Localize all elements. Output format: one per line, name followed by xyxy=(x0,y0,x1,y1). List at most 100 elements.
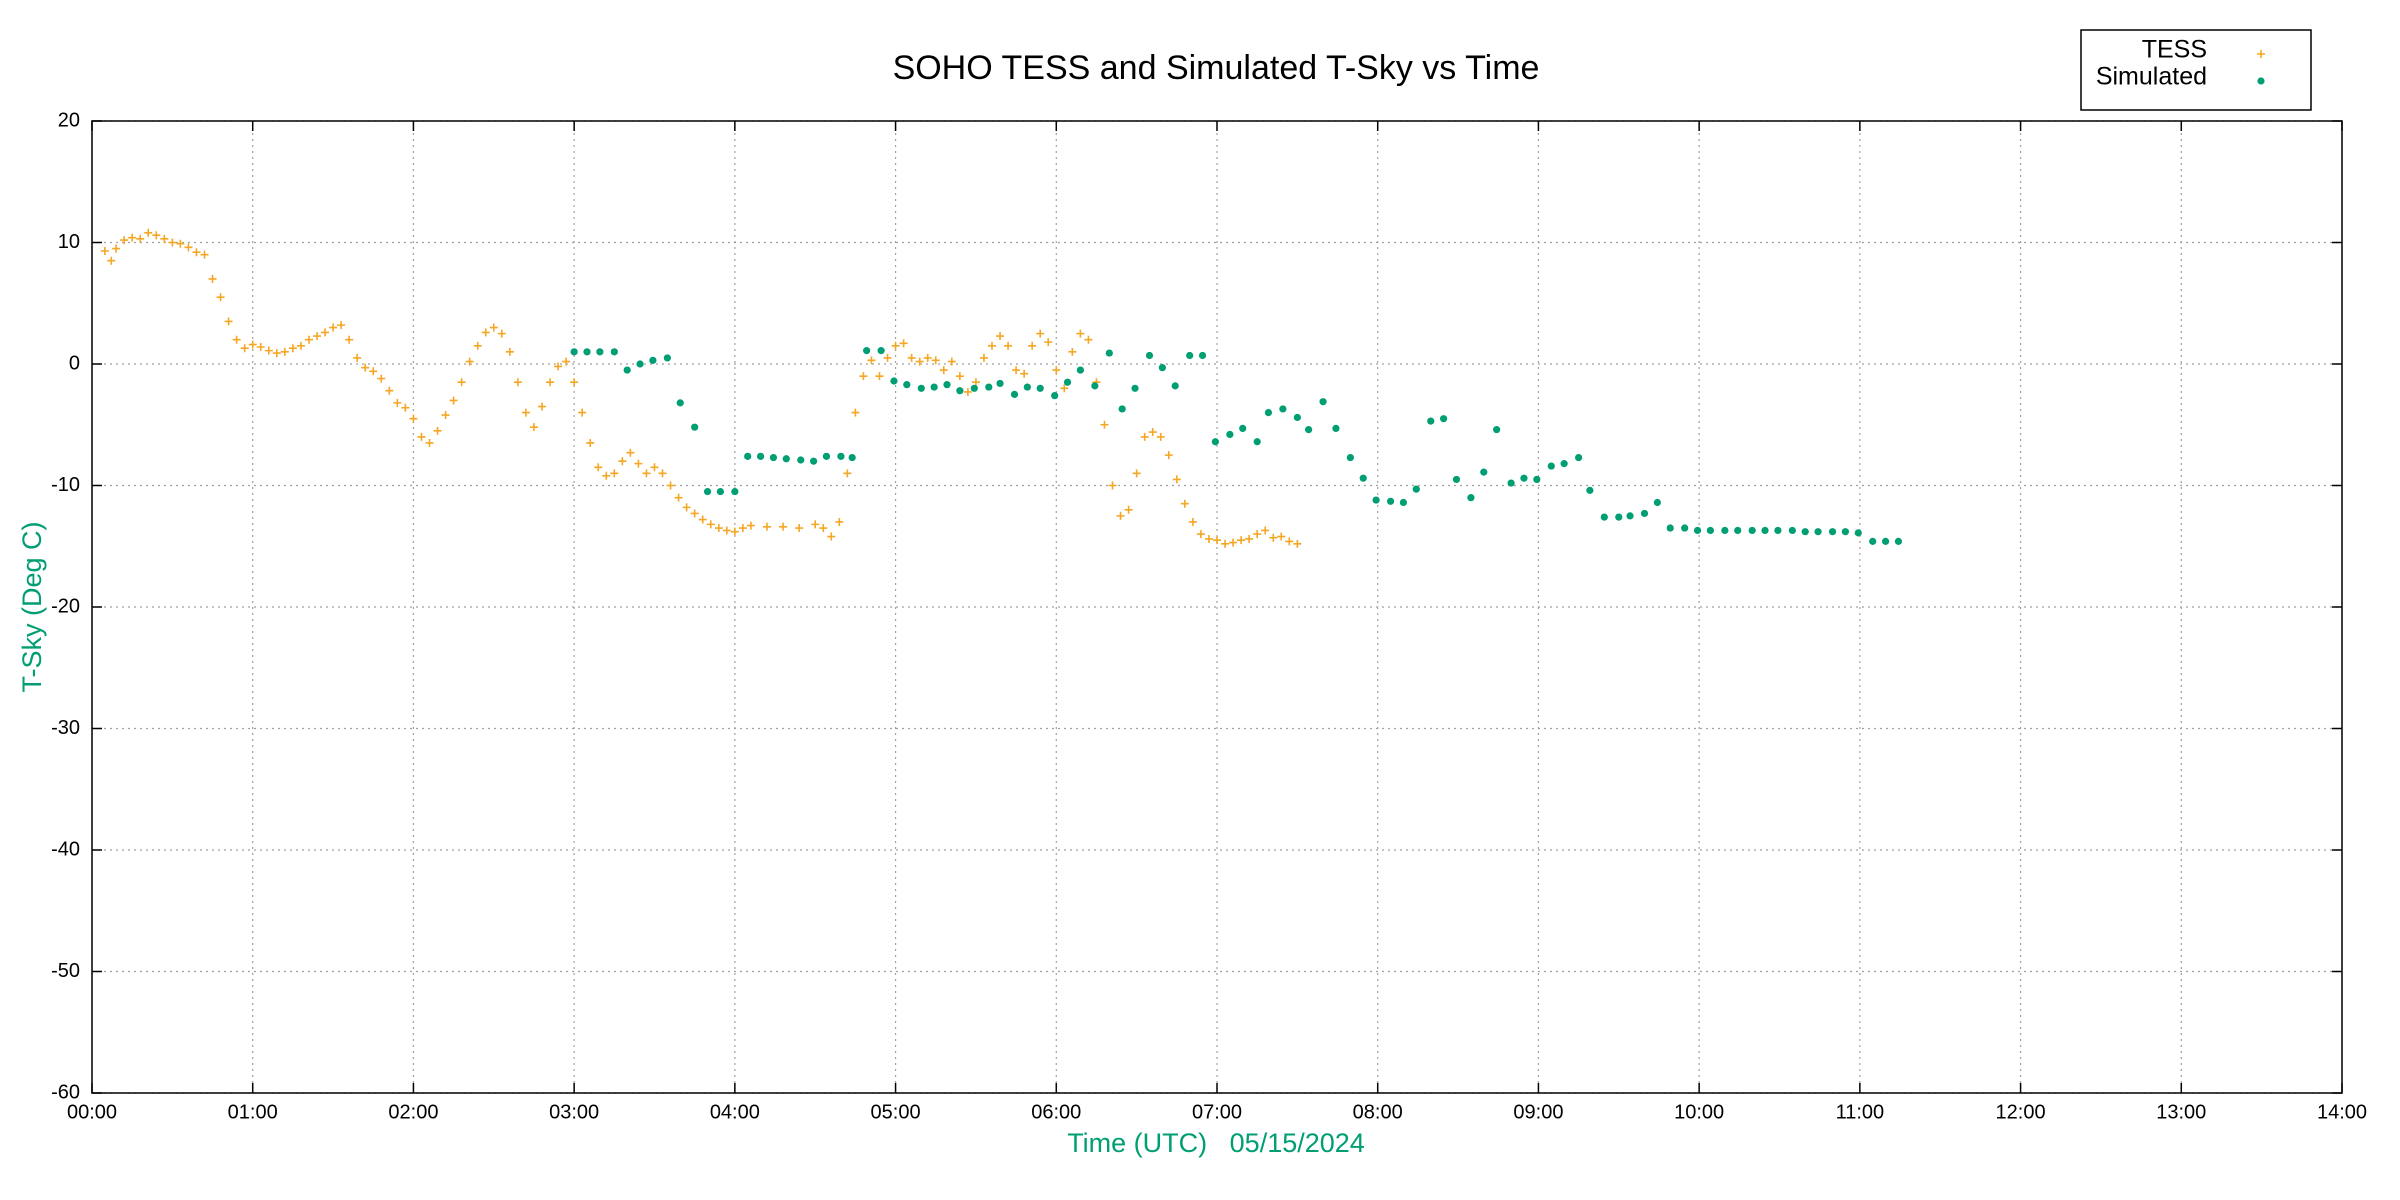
plus-marker xyxy=(1293,539,1302,548)
dot-marker xyxy=(970,384,978,392)
plus-marker xyxy=(1044,338,1053,347)
plus-marker xyxy=(425,438,434,447)
plus-marker xyxy=(224,317,233,326)
dot-marker xyxy=(1158,364,1166,372)
dot-marker xyxy=(1626,512,1634,520)
x-tick-label: 12:00 xyxy=(1996,1101,2046,1123)
plus-marker xyxy=(1052,366,1061,375)
dot-marker xyxy=(956,387,964,395)
dot-marker xyxy=(744,452,752,460)
plus-marker xyxy=(497,329,506,338)
dot-marker xyxy=(797,456,805,464)
plus-marker xyxy=(546,378,555,387)
series-1 xyxy=(570,347,1903,545)
plus-marker xyxy=(1164,451,1173,460)
dot-marker xyxy=(649,356,657,364)
plus-marker xyxy=(288,344,297,353)
y-tick-label: -40 xyxy=(51,838,80,860)
x-tick-label: 10:00 xyxy=(1674,1101,1724,1123)
x-tick-label: 03:00 xyxy=(549,1101,599,1123)
plus-marker xyxy=(746,521,755,530)
plus-marker xyxy=(682,503,691,512)
plus-marker xyxy=(144,228,153,237)
plus-marker xyxy=(1076,329,1085,338)
dot-marker xyxy=(1346,453,1354,462)
plus-marker xyxy=(216,293,225,302)
dot-marker xyxy=(1239,424,1247,432)
x-tick-label: 08:00 xyxy=(1353,1101,1403,1123)
plus-marker xyxy=(1116,511,1125,520)
legend-label: Simulated xyxy=(2096,63,2207,91)
plus-marker xyxy=(586,438,595,447)
dot-marker xyxy=(1828,528,1837,536)
dot-marker xyxy=(596,348,604,356)
plus-marker xyxy=(1100,420,1109,429)
plus-marker xyxy=(907,353,916,362)
plus-marker xyxy=(521,408,530,417)
plus-marker xyxy=(457,378,466,387)
plus-marker xyxy=(417,432,426,441)
dot-marker xyxy=(1171,382,1179,390)
plus-marker xyxy=(819,524,828,533)
plus-marker xyxy=(1229,538,1238,547)
plus-marker xyxy=(971,378,980,387)
plus-marker xyxy=(658,469,667,478)
plus-marker xyxy=(1148,428,1157,437)
dot-marker xyxy=(1186,351,1194,360)
dot-marker xyxy=(1575,453,1583,462)
plus-marker xyxy=(988,341,996,350)
dot-marker xyxy=(716,487,724,496)
dot-marker xyxy=(731,487,739,496)
dot-marker xyxy=(1894,537,1903,545)
plus-marker xyxy=(947,357,956,366)
plus-marker xyxy=(401,403,410,412)
plus-marker xyxy=(1036,329,1045,338)
plus-marker xyxy=(690,509,699,518)
plus-marker xyxy=(1237,536,1246,545)
plus-marker xyxy=(240,344,249,353)
dot-marker xyxy=(1493,426,1501,434)
plus-marker xyxy=(1269,533,1278,542)
plus-marker xyxy=(345,335,354,344)
plus-marker xyxy=(931,356,940,365)
dot-marker xyxy=(1467,494,1475,502)
dot-marker xyxy=(1305,426,1313,434)
dot-marker xyxy=(1051,391,1059,400)
dot-marker xyxy=(1145,351,1154,360)
dot-marker xyxy=(1452,475,1461,484)
plus-marker xyxy=(1012,366,1021,375)
x-tick-label: 04:00 xyxy=(710,1101,760,1123)
dot-marker xyxy=(1547,462,1555,470)
plus-marker xyxy=(1020,369,1029,378)
x-tick-label: 13:00 xyxy=(2156,1101,2206,1123)
plot-frame xyxy=(91,120,2343,1094)
plus-marker xyxy=(1060,384,1069,393)
plus-marker xyxy=(698,515,707,524)
dot-marker xyxy=(930,383,938,391)
x-tick-label: 00:00 xyxy=(67,1101,117,1123)
dot-marker xyxy=(1264,409,1273,417)
dot-marker xyxy=(583,348,591,356)
dot-marker xyxy=(1681,524,1689,532)
series-0 xyxy=(100,228,1302,548)
plus-marker xyxy=(1004,341,1013,350)
plus-marker xyxy=(112,244,121,253)
y-tick-label: -20 xyxy=(51,595,80,617)
plus-marker xyxy=(899,339,908,348)
dot-marker xyxy=(837,452,845,460)
plus-marker xyxy=(321,328,330,337)
plus-marker xyxy=(618,457,627,466)
dot-marker xyxy=(1586,486,1594,494)
x-tick-label: 02:00 xyxy=(388,1101,438,1123)
dot-marker xyxy=(1226,430,1234,439)
plus-marker xyxy=(1140,432,1149,441)
plus-marker xyxy=(481,328,490,337)
dot-marker xyxy=(1063,378,1072,386)
plus-marker xyxy=(120,236,129,245)
plus-marker xyxy=(361,363,370,372)
dot-marker xyxy=(1640,509,1649,518)
plus-marker xyxy=(714,524,723,533)
dot-marker xyxy=(623,366,631,374)
dot-marker xyxy=(1721,526,1729,535)
